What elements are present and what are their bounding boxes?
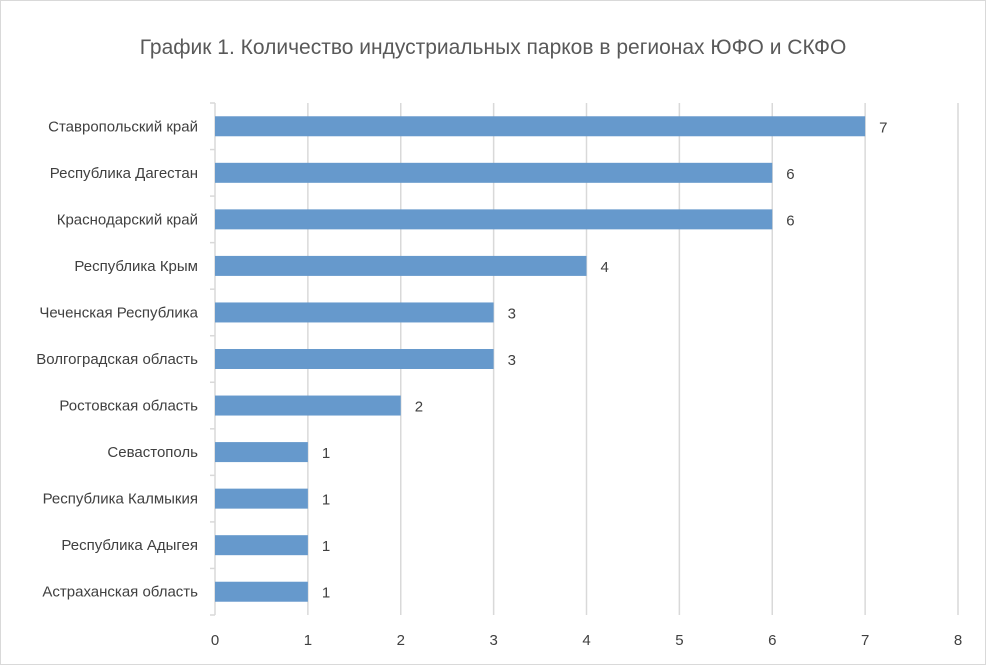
- bar: [215, 209, 773, 230]
- data-label: 1: [322, 538, 330, 555]
- category-label: Чеченская Республика: [39, 304, 198, 321]
- x-tick-label: 7: [861, 632, 869, 649]
- data-label: 4: [601, 259, 609, 276]
- category-label: Ставропольский край: [48, 118, 198, 135]
- data-label: 3: [508, 352, 516, 369]
- bar: [215, 535, 308, 556]
- category-label: Астраханская область: [42, 584, 198, 601]
- x-tick-label: 8: [954, 632, 962, 649]
- data-label: 1: [322, 445, 330, 462]
- category-label: Волгоградская область: [36, 351, 198, 368]
- category-label: Краснодарский край: [57, 211, 198, 228]
- category-label: Республика Дагестан: [50, 165, 198, 182]
- chart-title: График 1. Количество индустриальных парк…: [139, 36, 847, 59]
- category-label: Республика Калмыкия: [43, 491, 198, 508]
- x-tick-label: 1: [304, 632, 312, 649]
- x-tick-label: 6: [768, 632, 776, 649]
- bar: [215, 581, 308, 602]
- bar: [215, 116, 866, 137]
- bar: [215, 349, 494, 369]
- bar: [215, 442, 308, 463]
- bar: [215, 302, 494, 323]
- bar: [215, 395, 401, 416]
- x-tick-label: 5: [675, 632, 683, 649]
- x-tick-label: 2: [397, 632, 405, 649]
- data-label: 1: [322, 492, 330, 509]
- bar: [215, 488, 308, 509]
- data-label: 2: [415, 399, 423, 416]
- category-label: Республика Крым: [74, 258, 198, 275]
- x-tick-label: 3: [489, 632, 497, 649]
- data-label: 1: [322, 585, 330, 602]
- category-label: Республика Адыгея: [61, 537, 198, 554]
- data-label: 7: [879, 119, 887, 136]
- bar: [215, 255, 587, 276]
- x-tick-label: 4: [582, 632, 590, 649]
- x-tick-label: 0: [211, 632, 219, 649]
- data-label: 6: [786, 212, 794, 229]
- category-label: Севастополь: [107, 444, 198, 461]
- data-label: 6: [786, 166, 794, 183]
- data-label: 3: [508, 305, 516, 322]
- bar: [215, 162, 773, 183]
- category-label: Ростовская область: [59, 398, 198, 415]
